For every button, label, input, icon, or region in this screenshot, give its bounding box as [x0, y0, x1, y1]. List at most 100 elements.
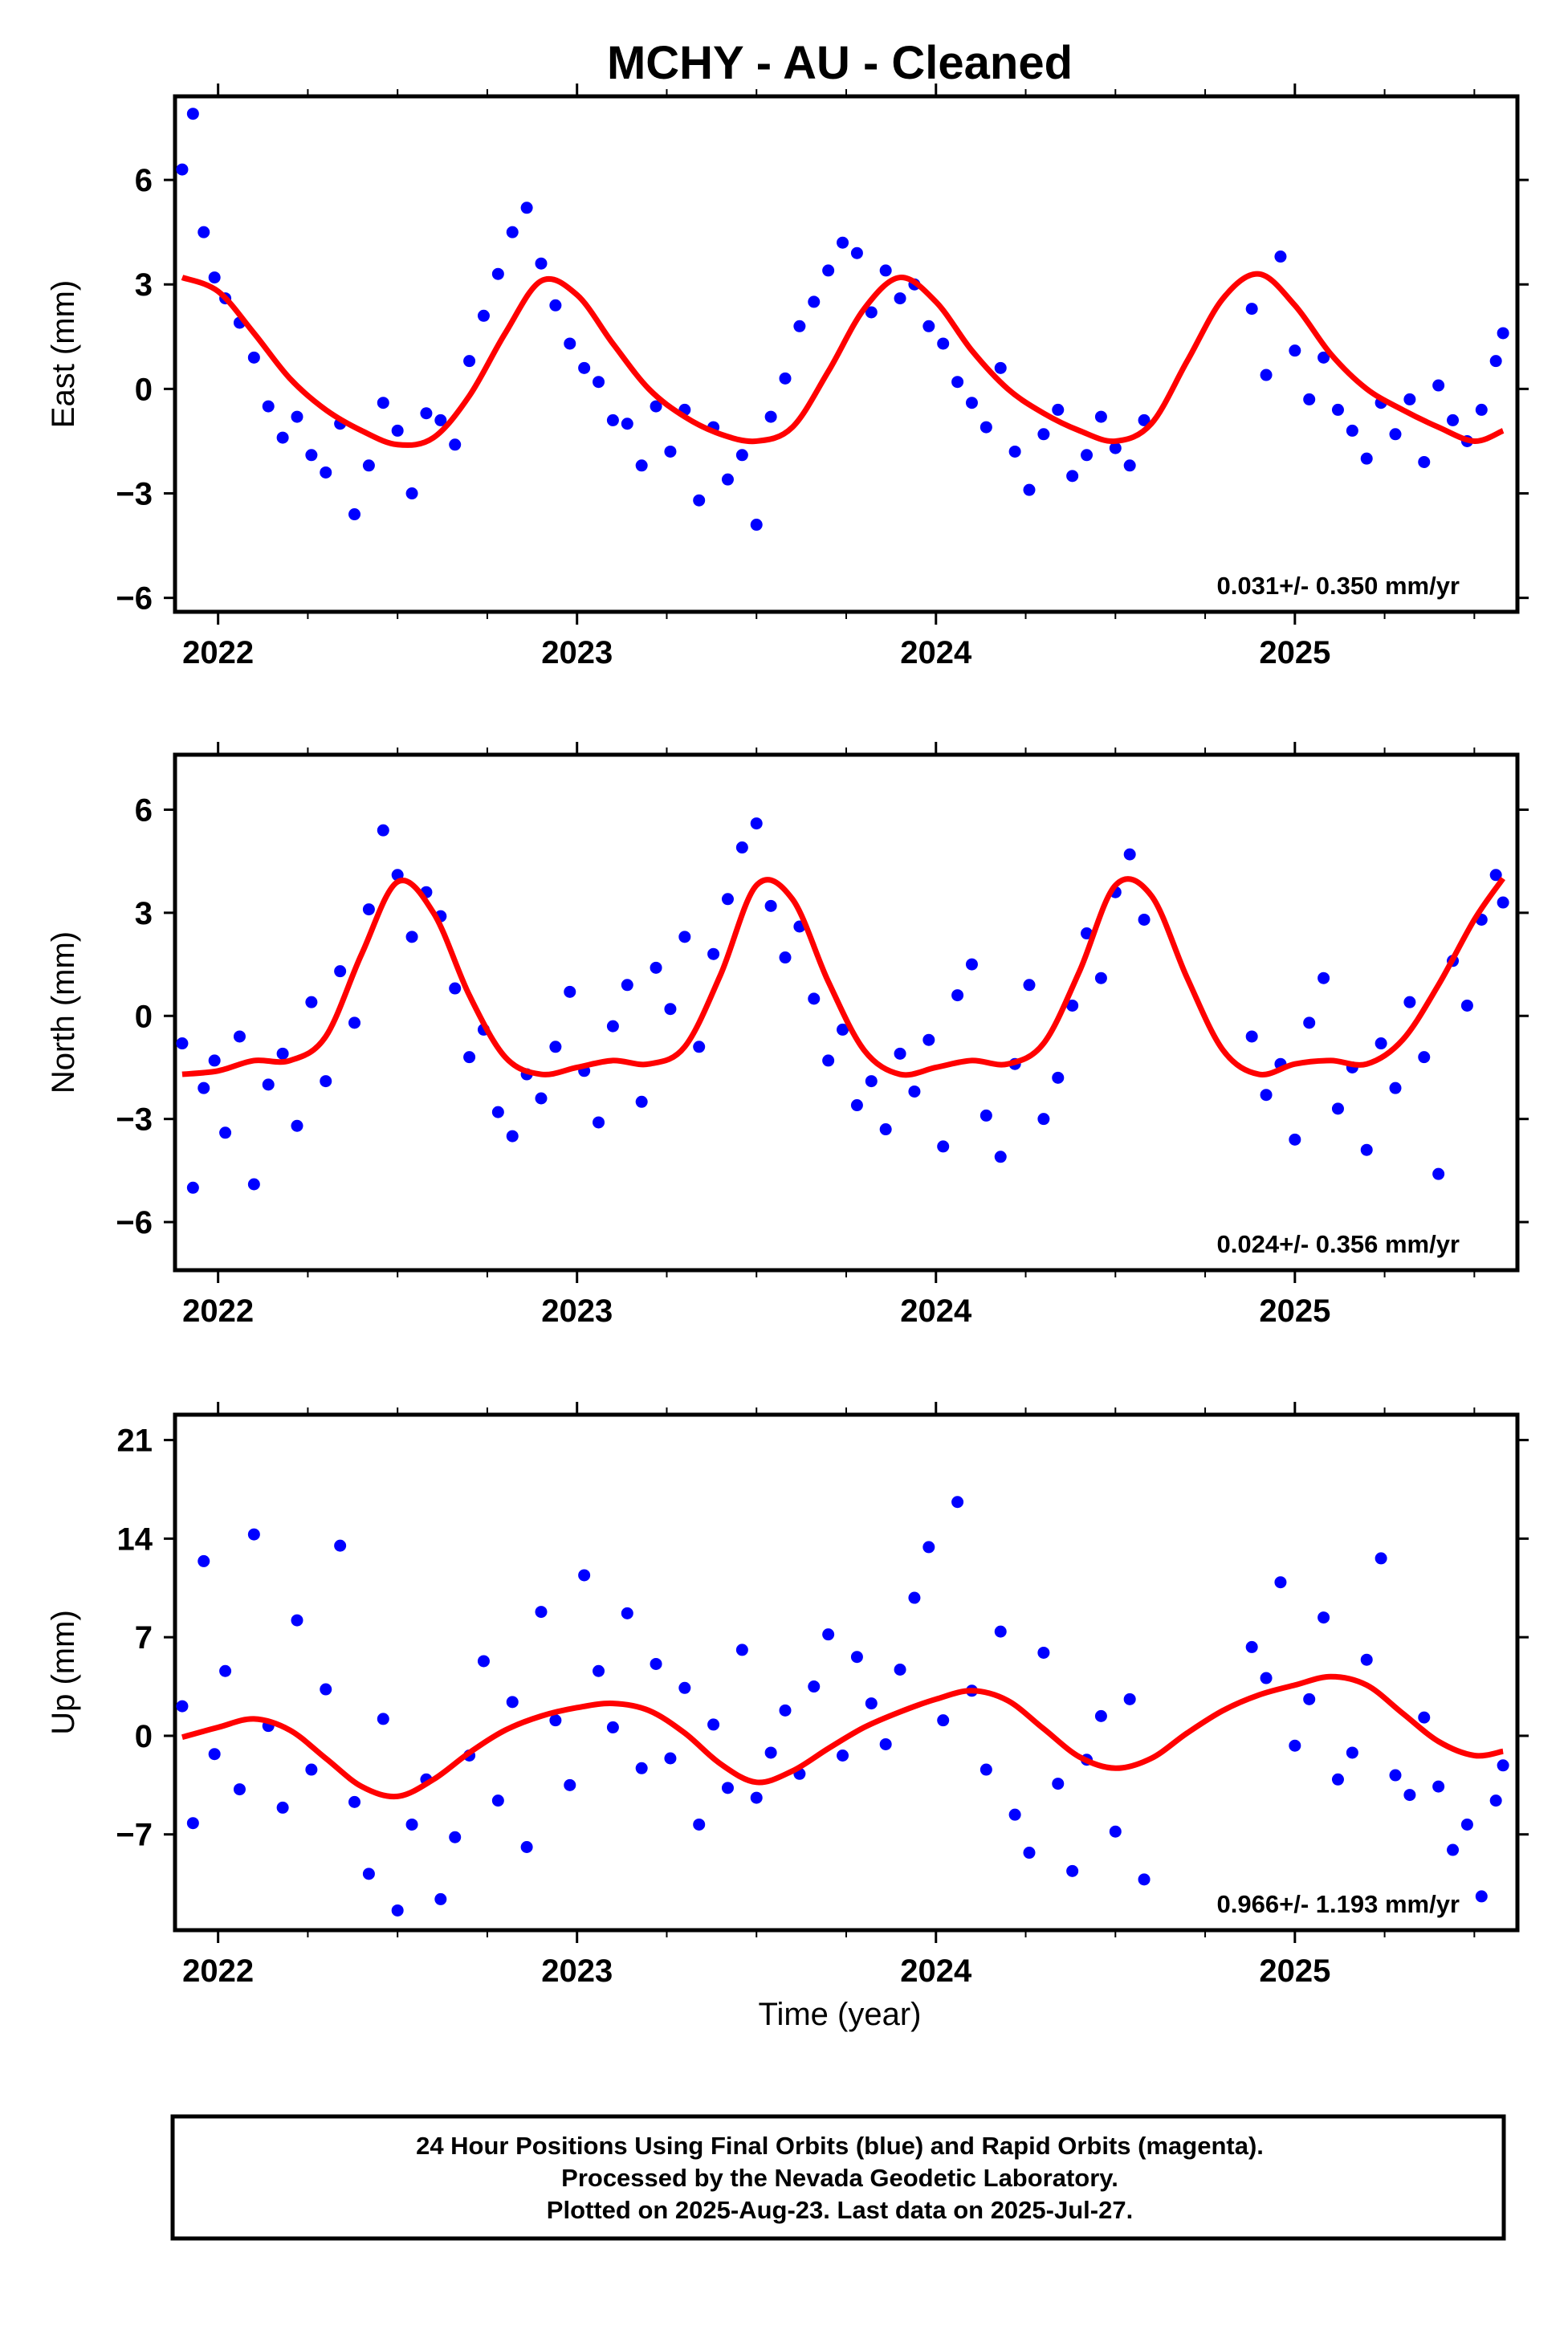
north-data-point [1497, 896, 1509, 909]
north-data-point [1318, 972, 1330, 984]
up-ytick-label: −7 [116, 1818, 153, 1853]
east-data-point [362, 459, 375, 472]
east-data-point [491, 267, 504, 280]
up-ytick-label: 7 [135, 1620, 153, 1656]
up-data-point [721, 1782, 734, 1794]
east-data-point [994, 361, 1007, 374]
east-data-point [721, 473, 734, 486]
north-data-point [305, 996, 318, 1008]
north-data-point [635, 1095, 648, 1108]
north-data-point [750, 817, 763, 830]
east-data-point [305, 449, 318, 462]
north-data-point [937, 1140, 950, 1153]
east-data-point [176, 163, 189, 176]
up-data-point [391, 1904, 404, 1917]
east-data-point [750, 519, 763, 532]
up-data-point [1008, 1808, 1021, 1821]
north-data-point [837, 1023, 849, 1036]
north-data-point [721, 893, 734, 906]
up-frame [173, 1412, 1520, 1933]
up-data-point [506, 1696, 519, 1709]
up-data-point [664, 1752, 677, 1765]
east-data-point [1346, 424, 1358, 437]
north-data-point [449, 982, 462, 995]
up-data-point [578, 1569, 591, 1582]
east-ytick-label: 0 [135, 372, 153, 407]
up-data-point [951, 1496, 964, 1509]
north-data-point [1260, 1089, 1273, 1102]
up-panel: −7 0 7 14 21 2022 2023 2024 2025 Up (mm) 0.966+/- … [46, 1402, 1529, 1989]
up-data-point [1066, 1864, 1079, 1877]
north-y-axis-label: North (mm) [46, 931, 81, 1094]
up-data-point [707, 1718, 720, 1731]
east-data-point [1475, 403, 1488, 416]
up-data-point [1418, 1711, 1431, 1724]
up-data-point [176, 1700, 189, 1713]
north-data-point [650, 961, 662, 974]
north-data-point [348, 1016, 361, 1029]
up-data-point [1023, 1847, 1036, 1860]
east-data-point [276, 431, 289, 444]
up-data-point [822, 1628, 835, 1641]
north-ytick-label: 6 [135, 792, 153, 828]
up-data-point [994, 1625, 1007, 1638]
up-data-point [1094, 1709, 1107, 1722]
up-rate-text: 0.966+/- 1.193 mm/yr [1217, 1890, 1460, 1918]
north-data-point [291, 1119, 303, 1132]
north-data-point [1245, 1030, 1258, 1043]
north-data-point [362, 903, 375, 916]
east-panel: −6 −3 0 3 6 2022 2023 2024 2025 East (mm) 0.031+/-… [46, 84, 1529, 670]
north-data-point [764, 899, 777, 912]
north-data-point [678, 931, 691, 943]
east-data-point [549, 299, 562, 312]
up-data-point [908, 1591, 921, 1604]
figure-title: MCHY - AU - Cleaned [607, 37, 1073, 89]
north-data-point [606, 1020, 619, 1033]
east-data-point [434, 413, 447, 426]
north-data-point [208, 1054, 221, 1067]
up-y-axis-label: Up (mm) [46, 1610, 81, 1735]
east-data-point [764, 410, 777, 423]
east-data-point [1318, 351, 1330, 364]
north-data-point [951, 989, 964, 1002]
up-data-point [735, 1644, 748, 1656]
east-data-point [1109, 442, 1122, 454]
east-data-point [1008, 445, 1021, 458]
up-data-point [1475, 1890, 1488, 1903]
east-data-point [735, 449, 748, 462]
north-data-point [549, 1041, 562, 1053]
east-data-point [391, 424, 404, 437]
north-data-point [491, 1106, 504, 1118]
up-data-point [1375, 1552, 1387, 1565]
east-data-point [650, 400, 662, 413]
east-data-point [1447, 413, 1460, 426]
north-data-point [1375, 1037, 1387, 1050]
north-data-point [1289, 1133, 1301, 1146]
east-data-point [477, 309, 490, 322]
north-data-point [693, 1041, 706, 1053]
north-xtick-label: 2022 [182, 1293, 254, 1329]
east-data-point [793, 320, 806, 332]
north-data-point [1081, 927, 1094, 940]
north-model-curve [181, 876, 1505, 1078]
north-data-point [1023, 979, 1036, 992]
up-data-point [693, 1818, 706, 1831]
up-data-point [1138, 1873, 1151, 1886]
east-data-point [1094, 410, 1107, 423]
east-data-point [1289, 344, 1301, 357]
east-data-point [1023, 483, 1036, 496]
east-data-point [1303, 393, 1316, 405]
east-data-point [1123, 459, 1136, 472]
east-ytick-label: 3 [135, 267, 153, 303]
up-data-point [334, 1539, 347, 1552]
north-data-point [1460, 999, 1473, 1012]
north-data-point [1094, 972, 1107, 984]
up-data-point [1245, 1640, 1258, 1653]
up-data-point [405, 1818, 418, 1831]
panels: −6 −3 0 3 6 2022 2023 2024 2025 East (mm) 0.031+/-… [46, 84, 1529, 1989]
up-data-point [1289, 1739, 1301, 1752]
up-data-point [208, 1748, 221, 1761]
up-data-point [1432, 1780, 1445, 1793]
north-data-point [808, 992, 821, 1005]
north-ytick-label: 3 [135, 896, 153, 931]
